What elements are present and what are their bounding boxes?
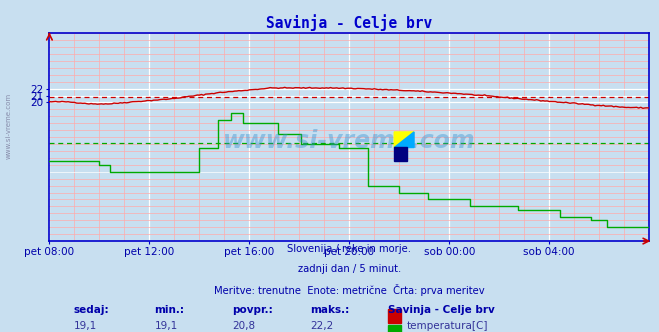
Text: maks.:: maks.: [310,305,349,315]
Title: Savinja - Celje brv: Savinja - Celje brv [266,14,432,31]
Text: Slovenija / reke in morje.: Slovenija / reke in morje. [287,244,411,254]
Text: 19,1: 19,1 [73,321,97,331]
Text: min.:: min.: [154,305,185,315]
Text: povpr.:: povpr.: [233,305,273,315]
Text: www.si-vreme.com: www.si-vreme.com [5,93,11,159]
Text: temperatura[C]: temperatura[C] [406,321,488,331]
Bar [388,309,401,323]
Text: 19,1: 19,1 [154,321,178,331]
Text: Savinja - Celje brv: Savinja - Celje brv [388,305,495,315]
Polygon shape [394,132,414,147]
Polygon shape [394,132,414,147]
Text: www.si-vreme.com: www.si-vreme.com [223,129,476,153]
Text: 22,2: 22,2 [310,321,333,331]
Bar [394,147,407,161]
Text: Meritve: trenutne  Enote: metrične  Črta: prva meritev: Meritve: trenutne Enote: metrične Črta: … [214,284,484,296]
Bar [388,325,401,332]
Text: sedaj:: sedaj: [73,305,109,315]
Text: 20,8: 20,8 [233,321,256,331]
Text: zadnji dan / 5 minut.: zadnji dan / 5 minut. [298,264,401,274]
